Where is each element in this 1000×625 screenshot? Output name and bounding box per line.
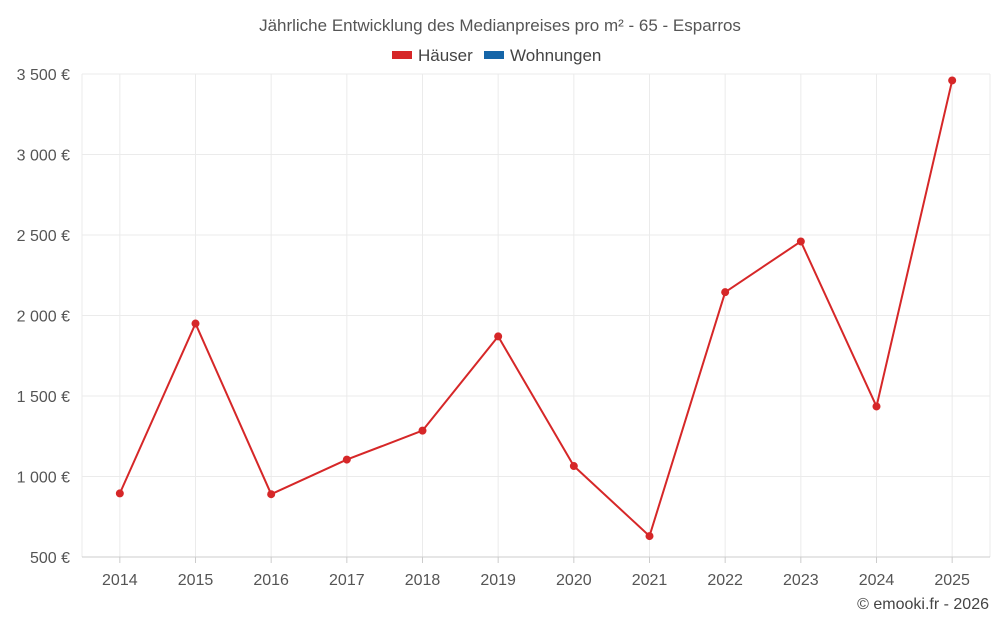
y-tick-label: 1 500 € bbox=[17, 389, 70, 406]
data-point[interactable] bbox=[115, 489, 124, 498]
grid bbox=[81, 73, 991, 558]
x-tick-label: 2025 bbox=[934, 572, 970, 589]
y-tick-label: 2 000 € bbox=[17, 309, 70, 326]
data-point[interactable] bbox=[796, 237, 805, 246]
data-point[interactable] bbox=[948, 76, 957, 85]
legend-swatch-haeuser bbox=[392, 51, 412, 59]
y-tick-label: 500 € bbox=[30, 550, 70, 567]
data-point[interactable] bbox=[342, 455, 351, 464]
y-tick-label: 3 500 € bbox=[17, 67, 70, 84]
data-point[interactable] bbox=[494, 332, 503, 341]
y-tick-label: 1 000 € bbox=[17, 470, 70, 487]
x-tick-label: 2023 bbox=[783, 572, 819, 589]
x-tick-label: 2017 bbox=[329, 572, 365, 589]
legend-item-wohnungen[interactable]: Wohnungen bbox=[484, 46, 601, 65]
legend-label-haeuser: Häuser bbox=[418, 46, 473, 65]
data-point[interactable] bbox=[645, 532, 654, 541]
series bbox=[115, 76, 957, 541]
legend-label-wohnungen: Wohnungen bbox=[510, 46, 601, 65]
x-tick-label: 2020 bbox=[556, 572, 592, 589]
credit-text: © emooki.fr - 2026 bbox=[857, 596, 989, 613]
series-line-0 bbox=[118, 80, 954, 538]
x-tick-label: 2015 bbox=[178, 572, 214, 589]
x-tick-label: 2018 bbox=[405, 572, 441, 589]
y-tick-label: 2 500 € bbox=[17, 228, 70, 245]
x-tick-label: 2016 bbox=[253, 572, 289, 589]
x-tick-label: 2014 bbox=[102, 572, 138, 589]
x-tick-label: 2022 bbox=[707, 572, 743, 589]
data-point[interactable] bbox=[721, 288, 730, 297]
data-point[interactable] bbox=[191, 319, 200, 328]
y-axis: 500 € 1 000 € 1 500 € 2 000 € 2 500 € 3 000 €… bbox=[17, 67, 70, 567]
legend[interactable]: Häuser Wohnungen bbox=[392, 46, 601, 65]
x-tick-label: 2024 bbox=[859, 572, 895, 589]
data-point[interactable] bbox=[872, 402, 881, 411]
chart-title: Jährliche Entwicklung des Medianpreises … bbox=[259, 16, 741, 35]
data-point[interactable] bbox=[418, 426, 427, 435]
x-axis: 2014 2015 2016 2017 2018 2019 2020 2021 2022 2023… bbox=[82, 556, 990, 589]
legend-swatch-wohnungen bbox=[484, 51, 504, 59]
x-tick-label: 2019 bbox=[480, 572, 516, 589]
data-point[interactable] bbox=[267, 490, 276, 499]
y-tick-label: 3 000 € bbox=[17, 148, 70, 165]
data-point[interactable] bbox=[569, 462, 578, 471]
legend-item-haeuser[interactable]: Häuser bbox=[392, 46, 473, 65]
x-tick-label: 2021 bbox=[632, 572, 668, 589]
